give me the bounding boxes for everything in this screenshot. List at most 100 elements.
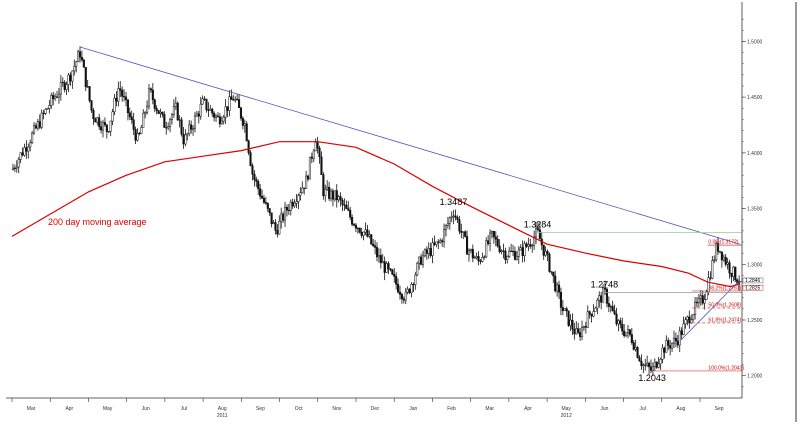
candle-body [494, 236, 497, 240]
x-tick-label: Aug [218, 406, 227, 412]
candle-body [366, 229, 369, 237]
candle-body [239, 107, 243, 119]
candle-body [579, 332, 582, 337]
candle-body [345, 204, 348, 209]
candle-body [249, 152, 252, 166]
candle-body [333, 190, 336, 200]
candle-body [132, 119, 135, 130]
candle-body [713, 259, 716, 261]
candle-body [314, 142, 317, 152]
candle-body [694, 301, 697, 315]
candle-body [510, 250, 513, 252]
candle-body [473, 257, 476, 259]
candle-body [59, 81, 62, 95]
candle-body [42, 112, 45, 114]
candle-body [521, 247, 524, 256]
candle-body [31, 132, 34, 144]
candle-body [414, 274, 417, 285]
candle-body [151, 89, 154, 101]
candle-body [130, 116, 133, 121]
candle-body [397, 283, 400, 293]
candle-body [203, 98, 206, 100]
candle-body [115, 97, 118, 102]
candle-body [511, 250, 515, 253]
fib-label: 0.0%(1.3172) [708, 240, 738, 246]
candle-body [144, 112, 147, 114]
candle-body [527, 244, 530, 247]
candle-body [257, 181, 260, 190]
candle-body [488, 232, 492, 244]
candle-body [165, 127, 168, 129]
candle-body [308, 156, 311, 180]
candle-body [586, 311, 589, 328]
candle-body [418, 256, 421, 264]
candle-body [481, 257, 484, 262]
candle-body [717, 243, 720, 252]
candle-body [379, 255, 382, 264]
candle-body [169, 119, 172, 127]
candle-body [247, 140, 250, 153]
candle-body [607, 303, 610, 307]
candle-body [672, 337, 676, 344]
candle-body [38, 121, 41, 128]
candle-body [582, 326, 585, 328]
candle-body [385, 263, 388, 273]
candle-body [36, 121, 39, 129]
candle-body [674, 337, 677, 342]
candle-body [209, 108, 212, 111]
candle-body [84, 67, 87, 88]
candle-body [490, 231, 494, 234]
candle-body [124, 96, 128, 101]
candle-body [316, 142, 319, 149]
candle-body [347, 208, 350, 211]
ma-price-label: 1.2825 [745, 285, 761, 291]
candle-body [146, 105, 149, 113]
candle-body [303, 187, 306, 189]
candle-body [205, 98, 208, 111]
y-tick-label: 1.2500 [747, 318, 763, 324]
candle-body [190, 124, 193, 130]
candle-body [32, 125, 36, 134]
candle-body [40, 112, 43, 128]
candle-body [236, 98, 239, 100]
candle-body [157, 110, 160, 114]
candle-body [492, 231, 495, 238]
candle-body [580, 327, 584, 337]
candle-body [648, 362, 651, 368]
candle-body [544, 251, 547, 256]
candles-group [11, 46, 741, 377]
candle-body [563, 308, 566, 311]
candle-body [197, 113, 200, 117]
candle-body [420, 256, 423, 265]
candle-body [282, 213, 285, 221]
candle-body [657, 363, 660, 368]
candle-body [471, 249, 474, 259]
candle-body [155, 108, 158, 111]
candle-body [234, 98, 237, 101]
x-tick-label: Mar [27, 406, 36, 412]
candle-body [661, 347, 664, 360]
candle-body [609, 306, 612, 308]
x-tick-label: Sep [256, 406, 265, 412]
candle-body [485, 240, 488, 258]
x-tick-label: Jul [639, 406, 645, 412]
candle-body [651, 366, 654, 371]
candle-body [567, 310, 570, 326]
y-tick-label: 1.4000 [747, 151, 763, 157]
candle-body [374, 245, 377, 248]
candle-body [649, 366, 653, 371]
candle-body [398, 291, 402, 295]
candle-body [590, 313, 593, 317]
candle-body [324, 188, 327, 197]
candle-body [571, 319, 574, 330]
candle-body [427, 248, 430, 254]
candle-body [464, 231, 467, 237]
candle-body [170, 114, 174, 120]
candle-body [632, 342, 635, 350]
y-tick-label: 1.3000 [747, 262, 763, 268]
candle-body [199, 103, 202, 117]
y-tick-label: 1.2000 [747, 374, 763, 380]
candle-body [186, 133, 189, 136]
candle-body [542, 244, 545, 256]
